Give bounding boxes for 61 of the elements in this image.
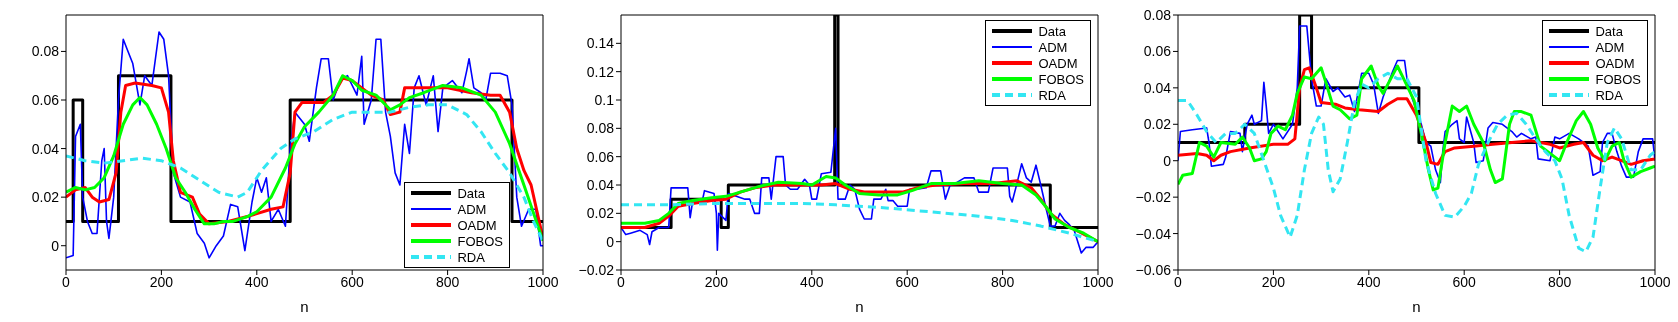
x-axis-title: n bbox=[1412, 298, 1421, 315]
x-tick-label: 800 bbox=[435, 273, 460, 290]
x-tick-label: 600 bbox=[1452, 273, 1477, 290]
y-tick-label: 0.06 bbox=[1143, 43, 1172, 60]
x-tick-label: 400 bbox=[245, 273, 269, 290]
x-tick-label: 0 bbox=[62, 273, 71, 290]
y-tick-label: 0.04 bbox=[586, 176, 615, 193]
legend-label: ADM bbox=[1038, 39, 1068, 55]
x-tick-label: 200 bbox=[1261, 273, 1286, 290]
line-series bbox=[1178, 71, 1655, 254]
y-tick-label: 0.08 bbox=[1143, 6, 1172, 23]
x-axis-title: n bbox=[855, 298, 864, 315]
y-tick-label: −0.02 bbox=[578, 261, 615, 278]
x-tick-label: 800 bbox=[990, 273, 1015, 290]
legend-label: OADM bbox=[1038, 55, 1078, 71]
legend-label: RDA bbox=[457, 249, 485, 265]
y-tick-label: 0.02 bbox=[1143, 116, 1172, 133]
y-tick-label: 0.02 bbox=[586, 205, 615, 222]
legend-label: RDA bbox=[1038, 87, 1066, 103]
x-tick-label: 400 bbox=[1357, 273, 1381, 290]
y-tick-label: 0.04 bbox=[31, 140, 60, 157]
line-series bbox=[1178, 25, 1655, 184]
y-tick-label: 0.02 bbox=[31, 189, 60, 206]
x-tick-label: 600 bbox=[340, 273, 365, 290]
legend-label: FOBOS bbox=[1595, 71, 1641, 87]
x-tick-label: 0 bbox=[1174, 273, 1183, 290]
line-series bbox=[621, 127, 1098, 254]
y-tick-label: 0 bbox=[51, 237, 60, 254]
y-tick-label: 0.14 bbox=[586, 35, 615, 52]
y-tick-label: 0.08 bbox=[586, 120, 615, 137]
legend-label: ADM bbox=[1595, 39, 1625, 55]
legend-label: FOBOS bbox=[1038, 71, 1084, 87]
legend-label: OADM bbox=[457, 217, 497, 233]
y-tick-label: −0.04 bbox=[1135, 225, 1172, 242]
legend-label: Data bbox=[1038, 23, 1066, 39]
x-tick-label: 200 bbox=[704, 273, 729, 290]
y-tick-label: 0.1 bbox=[594, 91, 615, 108]
legend-label: OADM bbox=[1595, 55, 1635, 71]
legend-label: RDA bbox=[1595, 87, 1623, 103]
x-tick-label: 400 bbox=[800, 273, 824, 290]
y-tick-label: 0.12 bbox=[586, 63, 615, 80]
x-tick-label: 1000 bbox=[527, 273, 559, 290]
legend-label: FOBOS bbox=[457, 233, 503, 249]
y-tick-label: 0 bbox=[606, 233, 615, 250]
y-tick-label: 0.06 bbox=[586, 148, 615, 165]
legend-label: Data bbox=[457, 185, 485, 201]
y-tick-label: 0.04 bbox=[1143, 79, 1172, 96]
x-tick-label: 600 bbox=[895, 273, 920, 290]
y-tick-label: −0.02 bbox=[1135, 189, 1172, 206]
x-axis-title: n bbox=[300, 298, 309, 315]
x-tick-label: 0 bbox=[617, 273, 626, 290]
y-tick-label: −0.06 bbox=[1135, 261, 1172, 278]
x-tick-label: 1000 bbox=[1639, 273, 1671, 290]
y-tick-label: 0.06 bbox=[31, 91, 60, 108]
y-tick-label: 0 bbox=[1163, 152, 1172, 169]
x-tick-label: 800 bbox=[1547, 273, 1572, 290]
legend-label: Data bbox=[1595, 23, 1623, 39]
y-tick-label: 0.08 bbox=[31, 43, 60, 60]
x-tick-label: 200 bbox=[149, 273, 174, 290]
legend-label: ADM bbox=[457, 201, 487, 217]
x-tick-label: 1000 bbox=[1082, 273, 1114, 290]
